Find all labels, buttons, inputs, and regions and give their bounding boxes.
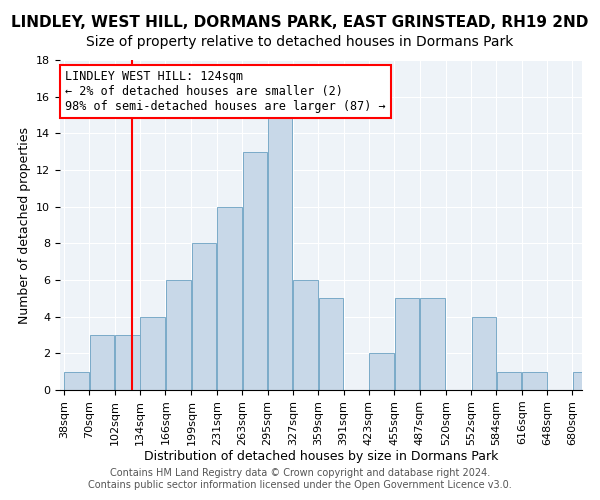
Bar [115,335,140,390]
Text: Size of property relative to detached houses in Dormans Park: Size of property relative to detached ho… [86,35,514,49]
Bar [217,206,242,390]
Bar [166,280,191,390]
Text: Contains HM Land Registry data © Crown copyright and database right 2024.
Contai: Contains HM Land Registry data © Crown c… [88,468,512,490]
Bar [90,335,114,390]
Bar [370,354,394,390]
Bar [293,280,318,390]
Bar [268,115,292,390]
Bar [319,298,343,390]
Bar [420,298,445,390]
Bar [497,372,521,390]
Bar [140,316,165,390]
Text: LINDLEY, WEST HILL, DORMANS PARK, EAST GRINSTEAD, RH19 2ND: LINDLEY, WEST HILL, DORMANS PARK, EAST G… [11,15,589,30]
Bar [192,244,217,390]
Text: LINDLEY WEST HILL: 124sqm
← 2% of detached houses are smaller (2)
98% of semi-de: LINDLEY WEST HILL: 124sqm ← 2% of detach… [65,70,386,113]
Bar [395,298,419,390]
Bar [573,372,598,390]
Bar [64,372,89,390]
Bar [472,316,496,390]
Bar [242,152,267,390]
Y-axis label: Number of detached properties: Number of detached properties [17,126,31,324]
Bar [522,372,547,390]
X-axis label: Distribution of detached houses by size in Dormans Park: Distribution of detached houses by size … [144,450,498,464]
